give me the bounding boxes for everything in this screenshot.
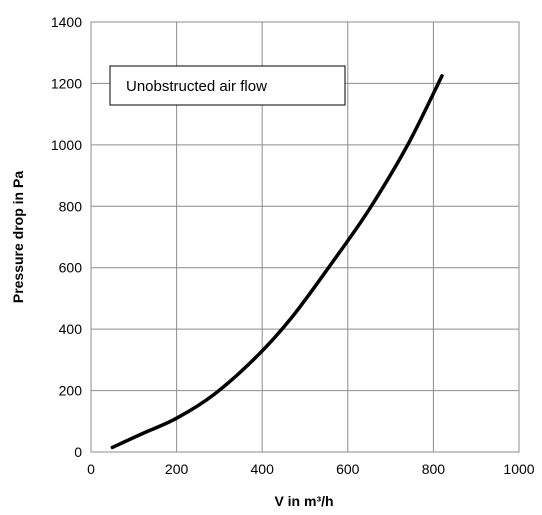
y-axis-title: Pressure drop in Pa: [10, 171, 26, 303]
y-axis-ticks: 0 200 400 600 800 1000 1200 1400: [51, 14, 82, 460]
y-tick-label-3: 600: [59, 260, 83, 276]
x-tick-label-3: 600: [336, 461, 360, 477]
x-axis-ticks: 0 200 400 600 800 1000: [87, 461, 535, 477]
y-tick-label-6: 1200: [51, 75, 82, 91]
annotation-text: Unobstructed air flow: [126, 78, 267, 95]
x-tick-label-2: 400: [251, 461, 275, 477]
x-axis-title: V in m³/h: [274, 493, 333, 509]
x-tick-label-4: 800: [422, 461, 446, 477]
y-tick-label-5: 1000: [51, 137, 82, 153]
y-tick-label-4: 800: [59, 198, 83, 214]
x-tick-label-5: 1000: [503, 461, 534, 477]
x-tick-label-1: 200: [165, 461, 189, 477]
y-tick-label-0: 0: [74, 444, 82, 460]
y-tick-label-7: 1400: [51, 14, 82, 30]
y-tick-label-2: 400: [59, 321, 83, 337]
plot-area-border: [90, 21, 520, 453]
series-lines: [110, 74, 444, 450]
annotation-frame: [109, 65, 346, 106]
series-line-0: [110, 74, 444, 450]
x-tick-label-0: 0: [87, 461, 95, 477]
y-tick-label-1: 200: [59, 383, 83, 399]
annotation-box: Unobstructed air flow: [109, 65, 346, 106]
